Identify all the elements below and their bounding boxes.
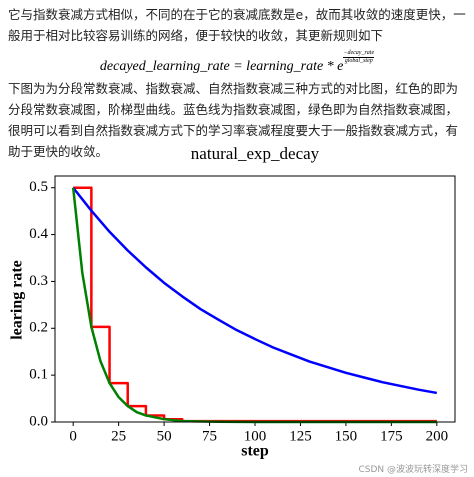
y-tick-label: 0.3: [29, 273, 48, 289]
y-axis-label: learing rate: [9, 260, 26, 340]
x-tick-label: 75: [202, 428, 217, 444]
x-tick-label: 150: [335, 428, 358, 444]
chart: natural_exp_decay step learing rate 0 25 5…: [9, 144, 456, 460]
y-tick-label: 0.4: [29, 226, 48, 242]
x-tick-label: 125: [289, 428, 312, 444]
denominator: global_step: [343, 57, 375, 64]
formula-exponent: −decay_rate global_step: [343, 50, 375, 65]
formula: decayed_learning_rate = learning_rate * …: [0, 50, 474, 75]
x-axis-label: step: [241, 443, 269, 460]
y-tick-label: 0.5: [29, 179, 48, 195]
line-series: [72, 186, 438, 395]
paragraph: 下图为为分段常数衰减、指数衰减、自然指数衰减三种方式的对比图，红色的即为分段常数…: [8, 81, 459, 159]
x-tick-label: 50: [157, 428, 172, 444]
y-tick-label: 0.0: [29, 413, 48, 429]
x-tick-label: 200: [426, 428, 449, 444]
paragraph: 它与指数衰减方式相似，不同的在于它的衰减底数是e，故而其收敛的速度更快，一般用于…: [8, 7, 466, 43]
x-tick-label: 175: [380, 428, 403, 444]
x-tick-label: 25: [111, 428, 126, 444]
formula-lhs: decayed_learning_rate = learning_rate * …: [99, 59, 344, 74]
y-tick-label: 0.1: [29, 367, 48, 383]
watermark: CSDN @波波玩转深度学习: [358, 465, 468, 475]
plot-frame: [54, 175, 456, 423]
y-tick-label: 0.2: [29, 320, 48, 336]
line-series: [73, 186, 437, 423]
x-tick-label: 0: [69, 428, 77, 444]
x-tick-label: 100: [244, 428, 267, 444]
numerator: −decay_rate: [343, 50, 375, 56]
chart-title: natural_exp_decay: [191, 144, 320, 163]
